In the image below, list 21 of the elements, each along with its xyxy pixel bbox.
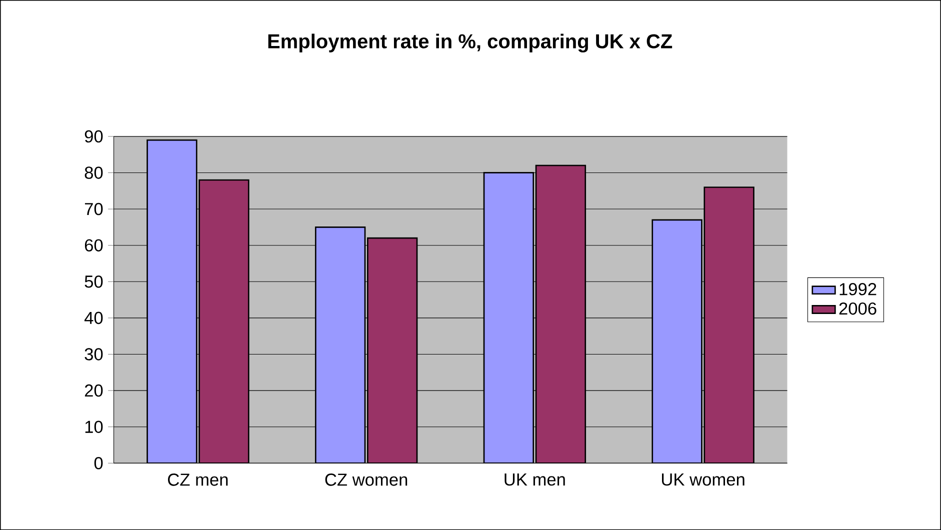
y-tick-label: 90 xyxy=(84,130,103,142)
y-tick-label: 70 xyxy=(84,202,103,216)
x-tick-label: UK men xyxy=(504,473,565,486)
y-tick-label: 60 xyxy=(84,239,103,252)
y-tick-label: 40 xyxy=(84,312,103,324)
y-tick-label: 0 xyxy=(94,456,103,470)
bar xyxy=(483,172,534,464)
y-tick-label: 50 xyxy=(84,275,103,288)
y-tick-label: 80 xyxy=(84,166,103,179)
legend-label: 2006 xyxy=(839,302,876,315)
bar xyxy=(146,139,198,464)
y-tick-label: 10 xyxy=(85,420,103,433)
y-tick-label: 20 xyxy=(84,384,103,397)
legend-label: 1992 xyxy=(840,282,876,296)
y-tick-label: 30 xyxy=(84,348,103,360)
x-tick-label: UK women xyxy=(662,473,744,486)
chart-title: Employment rate in %, comparing UK x CZ xyxy=(268,34,672,52)
bar xyxy=(652,219,702,464)
x-tick-label: CZ women xyxy=(325,473,408,486)
bar xyxy=(314,226,366,464)
x-tick-label: CZ men xyxy=(168,473,228,486)
